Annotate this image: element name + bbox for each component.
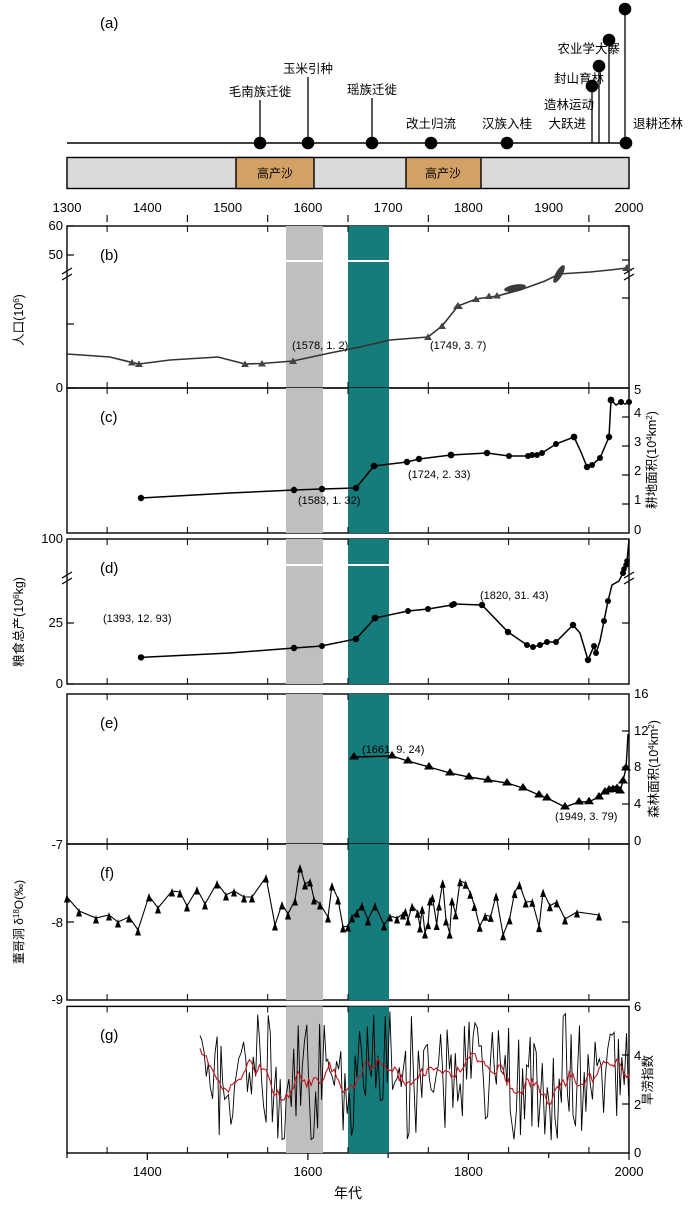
svg-text:封山育林: 封山育林 <box>554 71 605 86</box>
svg-text:玉米引种: 玉米引种 <box>283 62 333 76</box>
svg-text:0: 0 <box>634 833 641 848</box>
svg-text:(1724, 2. 33): (1724, 2. 33) <box>408 469 470 481</box>
svg-text:0: 0 <box>56 380 63 395</box>
svg-text:(1393, 12. 93): (1393, 12. 93) <box>103 613 172 625</box>
svg-text:1400: 1400 <box>133 1164 162 1179</box>
svg-text:1: 1 <box>634 492 641 507</box>
svg-text:1800: 1800 <box>454 1164 483 1179</box>
svg-text:0: 0 <box>634 1145 641 1160</box>
svg-text:(c): (c) <box>100 409 118 426</box>
svg-text:造林运动: 造林运动 <box>544 98 594 112</box>
svg-text:6: 6 <box>634 999 641 1014</box>
svg-text:(1583, 1. 32): (1583, 1. 32) <box>298 495 360 507</box>
svg-text:耕地面积(104km2): 耕地面积(104km2) <box>644 411 659 509</box>
svg-text:(1578, 1. 2): (1578, 1. 2) <box>292 340 348 352</box>
svg-text:改土归流: 改土归流 <box>406 117 457 131</box>
svg-text:0: 0 <box>56 676 63 691</box>
svg-text:1900: 1900 <box>534 200 563 215</box>
svg-text:4: 4 <box>634 405 641 420</box>
svg-text:(1749, 3. 7): (1749, 3. 7) <box>430 340 486 352</box>
svg-text:(a): (a) <box>100 15 118 32</box>
svg-text:1700: 1700 <box>374 200 403 215</box>
svg-text:60: 60 <box>49 218 63 233</box>
svg-text:汉族入桂: 汉族入桂 <box>482 116 532 131</box>
svg-text:(e): (e) <box>100 715 118 732</box>
svg-text:(b): (b) <box>100 247 118 264</box>
svg-text:农业学大寨: 农业学大寨 <box>557 41 620 56</box>
svg-text:(1661, 9. 24): (1661, 9. 24) <box>362 744 424 756</box>
svg-text:2000: 2000 <box>615 200 644 215</box>
svg-text:1600: 1600 <box>293 200 322 215</box>
svg-text:大跃进: 大跃进 <box>548 117 586 131</box>
svg-text:1800: 1800 <box>454 200 483 215</box>
svg-text:100: 100 <box>41 531 63 546</box>
svg-text:森林面积(104km2): 森林面积(104km2) <box>646 720 661 818</box>
svg-text:25: 25 <box>49 615 63 630</box>
svg-text:(d): (d) <box>100 560 118 577</box>
svg-text:粮食总产(106kg): 粮食总产(106kg) <box>11 577 26 667</box>
svg-text:50: 50 <box>49 247 63 262</box>
svg-text:-7: -7 <box>51 837 63 852</box>
svg-text:1300: 1300 <box>53 200 82 215</box>
svg-text:3: 3 <box>634 434 641 449</box>
svg-text:董哥洞 δ18O(‰): 董哥洞 δ18O(‰) <box>12 880 27 964</box>
svg-text:1600: 1600 <box>293 1164 322 1179</box>
svg-text:0: 0 <box>634 522 641 537</box>
svg-text:(g): (g) <box>100 1027 118 1044</box>
svg-text:8: 8 <box>634 759 641 774</box>
svg-text:高产沙: 高产沙 <box>425 166 461 181</box>
svg-text:毛南族迁徙: 毛南族迁徙 <box>229 84 292 99</box>
svg-text:16: 16 <box>634 686 648 701</box>
svg-text:退耕还林: 退耕还林 <box>633 116 684 131</box>
svg-text:2000: 2000 <box>615 1164 644 1179</box>
svg-text:瑶族迁徙: 瑶族迁徙 <box>347 83 398 97</box>
svg-text:-8: -8 <box>51 915 63 930</box>
svg-text:1500: 1500 <box>213 200 242 215</box>
svg-text:-9: -9 <box>51 992 63 1007</box>
svg-text:5: 5 <box>634 382 641 397</box>
svg-text:高产沙: 高产沙 <box>257 166 293 181</box>
svg-text:(1820, 31. 43): (1820, 31. 43) <box>480 590 549 602</box>
svg-text:4: 4 <box>634 796 641 811</box>
svg-text:(1949, 3. 79): (1949, 3. 79) <box>555 811 617 823</box>
svg-text:1400: 1400 <box>133 200 162 215</box>
svg-text:旱涝指数: 旱涝指数 <box>640 1055 655 1106</box>
svg-text:(f): (f) <box>100 865 114 882</box>
svg-text:2: 2 <box>634 463 641 478</box>
svg-text:年代: 年代 <box>334 1185 362 1201</box>
